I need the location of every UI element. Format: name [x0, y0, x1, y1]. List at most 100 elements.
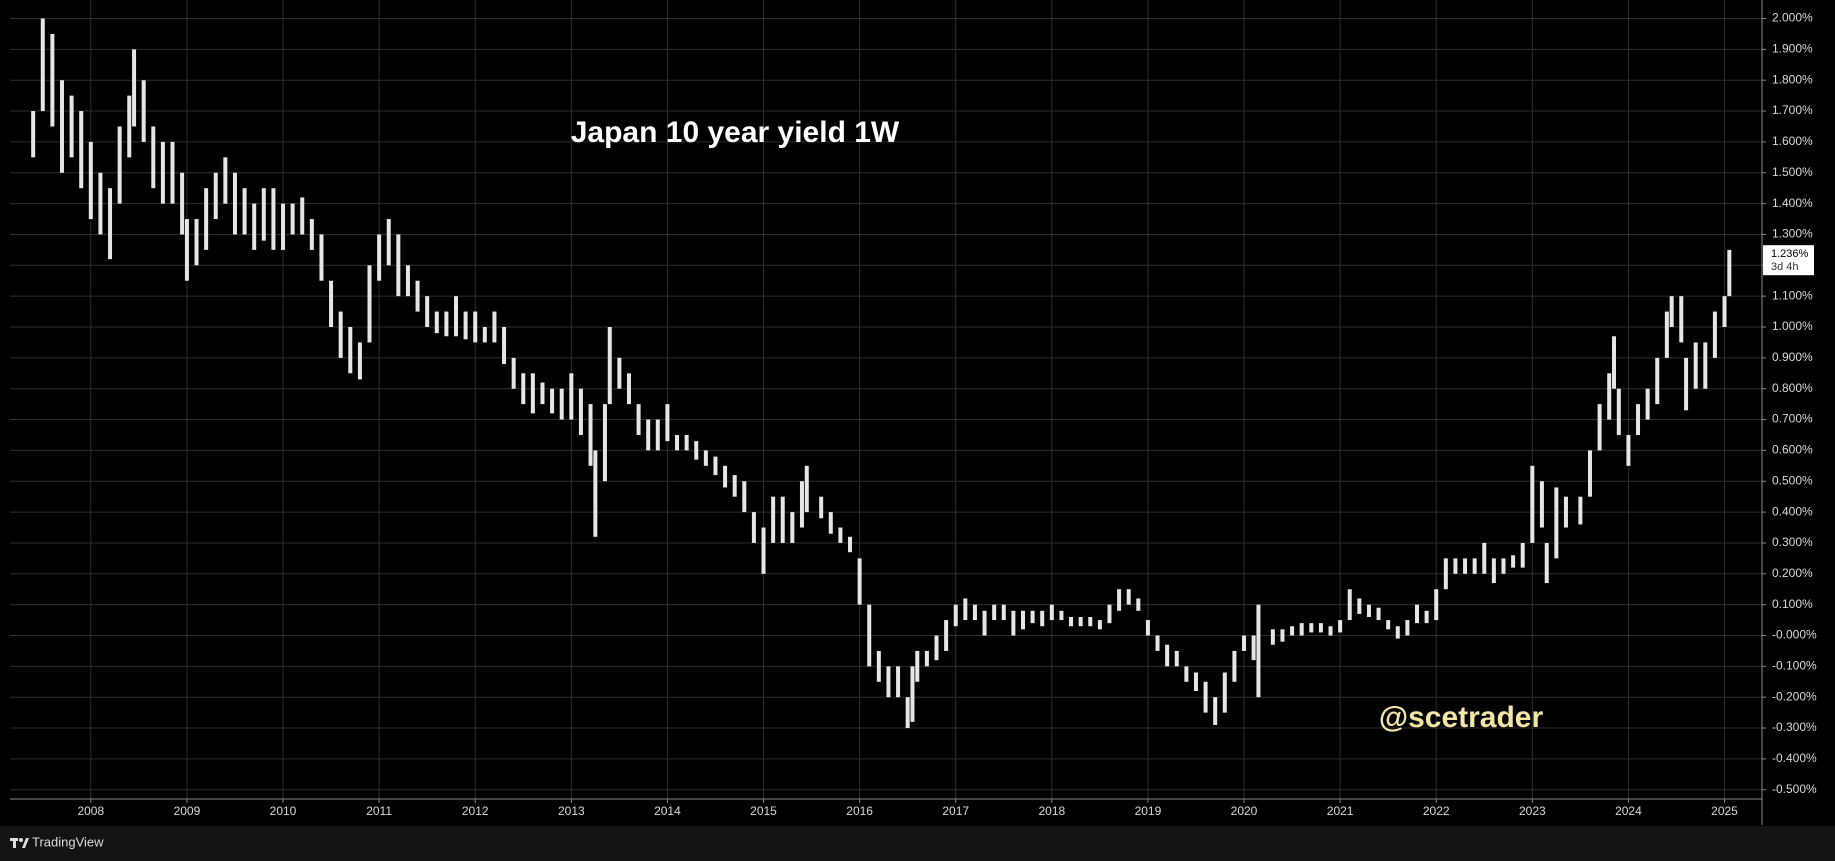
bar — [377, 234, 382, 281]
bar — [1366, 604, 1371, 617]
bar — [684, 434, 689, 451]
bar — [367, 265, 372, 343]
countdown: 3d 4h — [1771, 261, 1799, 273]
bar — [1117, 589, 1122, 611]
bar — [540, 382, 545, 405]
grid — [10, 0, 1762, 799]
y-tick-label: 0.600% — [1772, 443, 1813, 457]
bar — [982, 610, 987, 636]
bar — [1309, 623, 1314, 633]
x-tick-label: 2017 — [942, 804, 969, 818]
bar — [992, 604, 997, 621]
bar — [521, 373, 526, 405]
bar — [386, 219, 391, 266]
bar — [1088, 616, 1093, 627]
bar — [857, 558, 862, 605]
bar — [98, 172, 103, 235]
bar — [180, 172, 185, 235]
bar — [463, 311, 468, 340]
bar — [1069, 616, 1074, 627]
bar — [1587, 450, 1592, 497]
x-tick-label: 2008 — [77, 804, 104, 818]
bar — [905, 697, 910, 729]
bar — [626, 373, 631, 405]
bar — [396, 234, 401, 297]
bar — [132, 49, 137, 127]
y-tick-label: 2.000% — [1772, 11, 1813, 25]
bar — [1290, 626, 1295, 636]
bar — [751, 512, 756, 543]
bar — [290, 203, 295, 235]
bar — [559, 388, 564, 420]
bar — [482, 327, 487, 343]
bar — [79, 111, 84, 189]
bar — [1626, 434, 1631, 466]
bar — [1453, 558, 1458, 574]
bar — [300, 197, 305, 235]
bar — [271, 188, 276, 250]
y-tick-label: -0.200% — [1772, 689, 1817, 703]
bar — [915, 650, 920, 682]
bar — [713, 456, 718, 476]
bar — [780, 496, 785, 543]
bar — [578, 388, 583, 435]
brand: TradingView — [32, 834, 104, 849]
y-tick-label: -0.500% — [1772, 782, 1817, 796]
bar — [434, 311, 439, 334]
bar — [953, 604, 958, 627]
bar — [1405, 620, 1410, 636]
bar — [1059, 610, 1064, 621]
axes: 2.000% 1.900% 1.800% 1.700% 1.600% 1.500% 1.40… — [77, 11, 1817, 818]
price-tag — [1763, 245, 1814, 276]
bar — [242, 188, 247, 235]
bar — [329, 280, 334, 328]
bar — [415, 280, 420, 312]
bar — [1020, 610, 1025, 630]
bar — [910, 666, 915, 722]
bar — [1001, 604, 1006, 621]
bar — [742, 481, 747, 513]
bar — [838, 527, 843, 543]
chart-title: Japan 10 year yield 1W — [571, 116, 900, 149]
x-tick-label: 2012 — [462, 804, 489, 818]
bar — [602, 404, 607, 482]
bar — [425, 296, 430, 328]
bar — [1727, 249, 1732, 297]
bar — [1722, 296, 1727, 328]
bar — [1679, 296, 1684, 343]
bar — [819, 496, 824, 519]
bar — [703, 450, 708, 466]
bar — [1213, 697, 1218, 725]
bar — [876, 650, 881, 682]
bar — [1193, 672, 1198, 692]
x-tick-label: 2024 — [1615, 804, 1642, 818]
bar — [550, 388, 555, 414]
bar — [588, 404, 593, 466]
bar — [184, 219, 189, 281]
bar — [69, 95, 74, 158]
bar — [1395, 626, 1400, 639]
bar — [1520, 542, 1525, 568]
y-tick-label: 0.900% — [1772, 350, 1813, 364]
bar — [934, 635, 939, 661]
bar — [1256, 604, 1261, 698]
bar — [569, 373, 574, 420]
bar — [675, 434, 680, 451]
bar — [1578, 496, 1583, 525]
bar — [655, 419, 660, 451]
x-tick-label: 2025 — [1711, 804, 1738, 818]
x-tick-label: 2011 — [366, 804, 392, 818]
y-tick-label: 0.300% — [1772, 535, 1813, 549]
x-tick-label: 2016 — [846, 804, 873, 818]
bar — [204, 188, 209, 250]
x-tick-label: 2018 — [1038, 804, 1065, 818]
bar — [665, 404, 670, 442]
y-tick-label: 1.800% — [1772, 72, 1813, 86]
bar — [646, 419, 651, 451]
footer — [0, 826, 1835, 861]
bar — [1612, 336, 1617, 389]
x-tick-label: 2019 — [1135, 804, 1162, 818]
